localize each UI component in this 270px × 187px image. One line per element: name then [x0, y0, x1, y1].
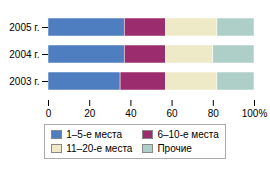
svg-text:60: 60: [167, 108, 179, 119]
html-text:11–20-е места: 11–20-е места: [66, 143, 133, 154]
svg-text:2005 г.: 2005 г.: [9, 22, 39, 33]
svg-text:80: 80: [208, 108, 220, 119]
svg-text:100%: 100%: [242, 108, 268, 119]
svg-text:2004 г.: 2004 г.: [9, 49, 39, 60]
svg-text:20: 20: [84, 108, 96, 119]
html-text:1–5-е места: 1–5-е места: [66, 129, 122, 140]
html-text:6–10-е места: 6–10-е места: [157, 129, 219, 140]
svg-text:2003 г.: 2003 г.: [9, 76, 39, 87]
svg-text:40: 40: [125, 108, 137, 119]
html-text:Прочие: Прочие: [157, 143, 192, 154]
svg-text:0: 0: [46, 108, 52, 119]
